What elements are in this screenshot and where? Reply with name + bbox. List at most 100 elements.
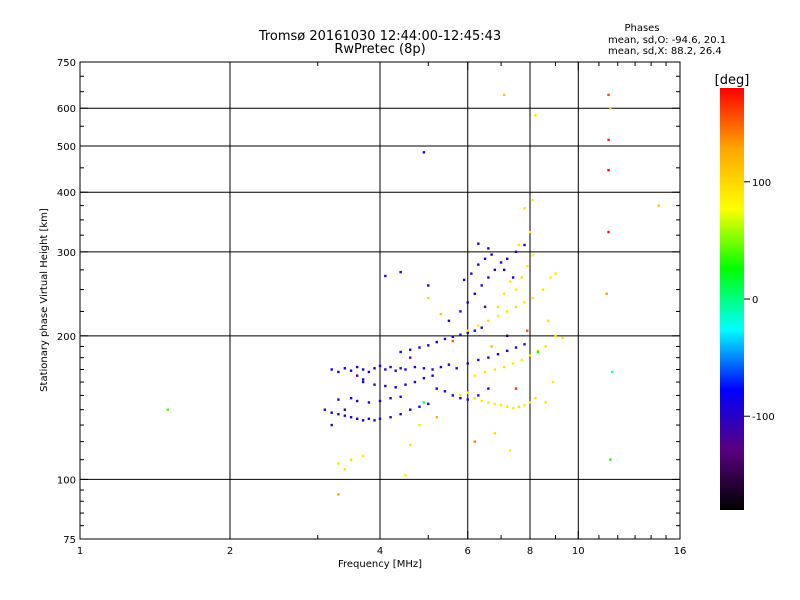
y-tick-label: 500: [57, 142, 76, 153]
data-point: [451, 339, 455, 343]
data-point: [502, 292, 506, 295]
colorbar-label: [deg]: [715, 73, 750, 88]
data-point: [435, 340, 438, 344]
data-point: [355, 365, 359, 369]
data-point: [418, 346, 421, 349]
data-point: [520, 276, 523, 279]
data-point: [473, 396, 477, 400]
data-point: [487, 401, 490, 404]
data-point: [536, 350, 540, 354]
x-axis-label: Frequency [MHz]: [338, 559, 422, 570]
data-point: [466, 301, 469, 304]
data-point: [409, 408, 412, 411]
grid: [80, 62, 680, 539]
y-tick-label: 75: [63, 535, 76, 546]
data-point: [499, 261, 503, 264]
data-point: [528, 354, 532, 357]
data-point: [384, 368, 387, 371]
data-point: [459, 394, 462, 397]
data-point: [466, 391, 469, 394]
data-point: [355, 417, 359, 420]
data-point: [384, 384, 387, 388]
data-point: [361, 419, 365, 422]
data-point: [373, 419, 376, 422]
data-point: [373, 383, 376, 386]
data-point: [466, 331, 469, 334]
data-point: [343, 367, 347, 370]
data-point: [496, 314, 500, 318]
data-point: [490, 345, 493, 348]
data-point: [337, 462, 340, 465]
data-point: [523, 207, 526, 210]
colorbar-ticks: 100 0 -100: [744, 178, 775, 423]
data-point: [409, 356, 412, 359]
data-point: [337, 370, 340, 374]
axis-ticks: 1 2 4 6 8 10 16 75 100 200 300 400 500 600 750: [57, 58, 686, 557]
stats-x-mode: mean, sd,X: 88.2, 26.4: [608, 46, 722, 57]
data-point: [480, 399, 483, 403]
y-tick-label: 400: [57, 188, 76, 199]
data-point: [337, 398, 340, 401]
data-point: [422, 376, 426, 380]
data-point: [422, 401, 426, 404]
data-point: [330, 423, 333, 427]
data-point: [431, 368, 434, 371]
data-point: [477, 394, 480, 397]
data-point: [473, 292, 477, 295]
x-tick-label: 10: [572, 546, 585, 557]
data-point: [473, 374, 477, 377]
data-point: [343, 408, 347, 411]
data-point: [343, 414, 347, 417]
data-point: [483, 305, 487, 309]
data-point: [502, 93, 506, 97]
stats-o-mode: mean, sd,O: -94.6, 20.1: [608, 35, 726, 46]
data-point: [343, 468, 347, 471]
data-point: [657, 204, 660, 207]
data-point: [349, 369, 353, 372]
data-point: [361, 380, 365, 384]
data-point: [490, 253, 493, 256]
data-point: [499, 404, 503, 407]
data-point: [523, 243, 526, 247]
data-point: [541, 288, 545, 291]
y-axis-label: Stationary phase Virtual Height [km]: [39, 208, 50, 392]
chart-title-line2: RwPretec (8p): [334, 42, 425, 57]
x-tick-label: 8: [527, 546, 533, 557]
scatter-points: [166, 93, 660, 496]
data-point: [399, 395, 402, 398]
data-point: [337, 493, 340, 496]
data-point: [549, 276, 552, 279]
data-point: [487, 276, 490, 279]
data-point: [531, 296, 534, 300]
data-point: [462, 278, 466, 282]
data-point: [528, 230, 532, 234]
stats-title: Phases: [624, 23, 659, 34]
data-point: [473, 329, 477, 332]
data-point: [493, 431, 497, 435]
data-point: [427, 344, 430, 347]
data-point: [404, 474, 407, 477]
y-tick-label: 200: [57, 332, 76, 343]
data-point: [384, 274, 387, 278]
data-point: [323, 408, 327, 411]
data-point: [399, 367, 402, 370]
data-point: [505, 349, 509, 353]
data-point: [531, 198, 534, 202]
data-point: [389, 396, 392, 400]
data-point: [361, 454, 365, 458]
data-point: [483, 257, 487, 261]
data-point: [427, 284, 430, 287]
data-point: [523, 404, 526, 407]
data-point: [435, 416, 438, 419]
data-point: [511, 276, 515, 279]
data-point: [483, 370, 487, 374]
data-point: [459, 333, 462, 336]
data-point: [413, 365, 417, 369]
data-point: [607, 138, 610, 142]
colorbar-tick-label: -100: [752, 412, 775, 423]
data-point: [389, 416, 392, 419]
data-point: [511, 362, 515, 365]
data-point: [546, 319, 550, 323]
data-point: [505, 310, 509, 313]
data-point: [511, 407, 515, 410]
